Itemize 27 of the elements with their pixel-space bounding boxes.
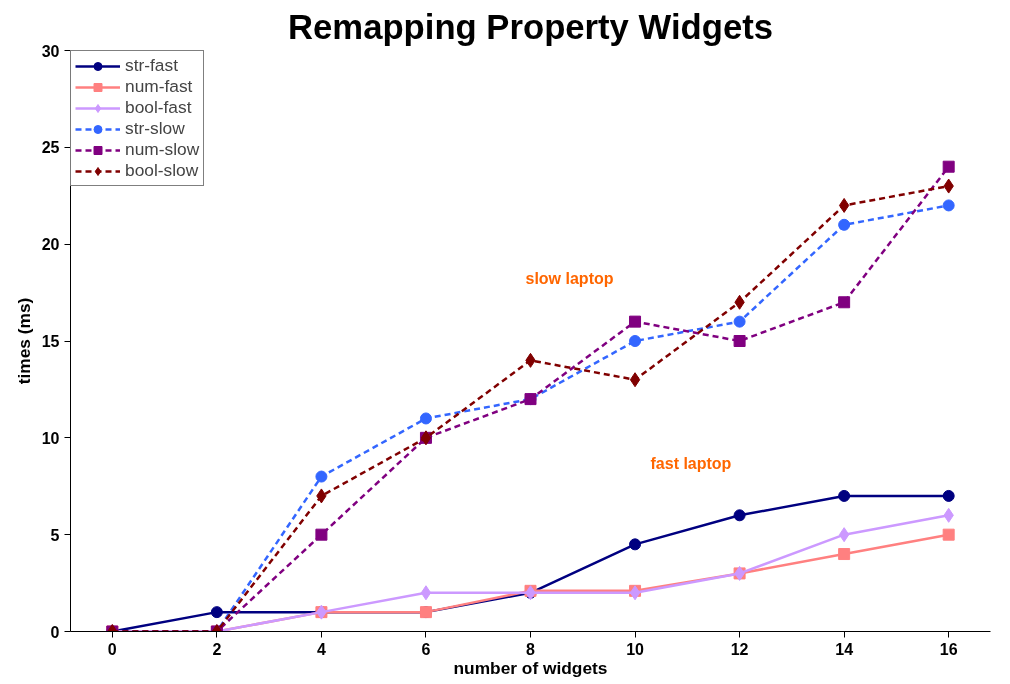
legend-label: str-fast (125, 55, 178, 76)
y-tick-label: 20 (41, 236, 60, 254)
legend-label: bool-fast (125, 97, 192, 118)
y-tick-label: 25 (41, 139, 60, 157)
x-tick-label: 8 (526, 640, 536, 658)
x-tick-label: 10 (626, 640, 645, 658)
annotation: fast laptop (650, 454, 732, 472)
x-tick-label: 14 (835, 640, 854, 658)
x-tick-label: 6 (421, 640, 431, 658)
y-tick-label: 15 (41, 333, 60, 350)
x-tick-label: 0 (107, 640, 117, 658)
x-tick-label: 2 (212, 640, 222, 658)
y-tick-label: 0 (50, 623, 60, 641)
x-tick-label: 12 (730, 640, 749, 658)
legend-label: num-fast (125, 76, 193, 97)
legend-label: str-slow (125, 118, 185, 139)
y-axis-title: times (ms) (13, 297, 34, 385)
annotation: slow laptop (525, 269, 614, 287)
legend-label: bool-slow (125, 160, 199, 181)
x-tick-label: 16 (939, 640, 958, 658)
chart-title: Remapping Property Widgets (288, 7, 773, 46)
legend-label: num-slow (125, 139, 200, 160)
x-axis-title: number of widgets (453, 657, 608, 678)
y-tick-label: 5 (50, 526, 60, 544)
x-tick-label: 4 (316, 640, 326, 658)
y-tick-label: 10 (41, 429, 60, 447)
y-tick-label: 30 (41, 42, 60, 60)
